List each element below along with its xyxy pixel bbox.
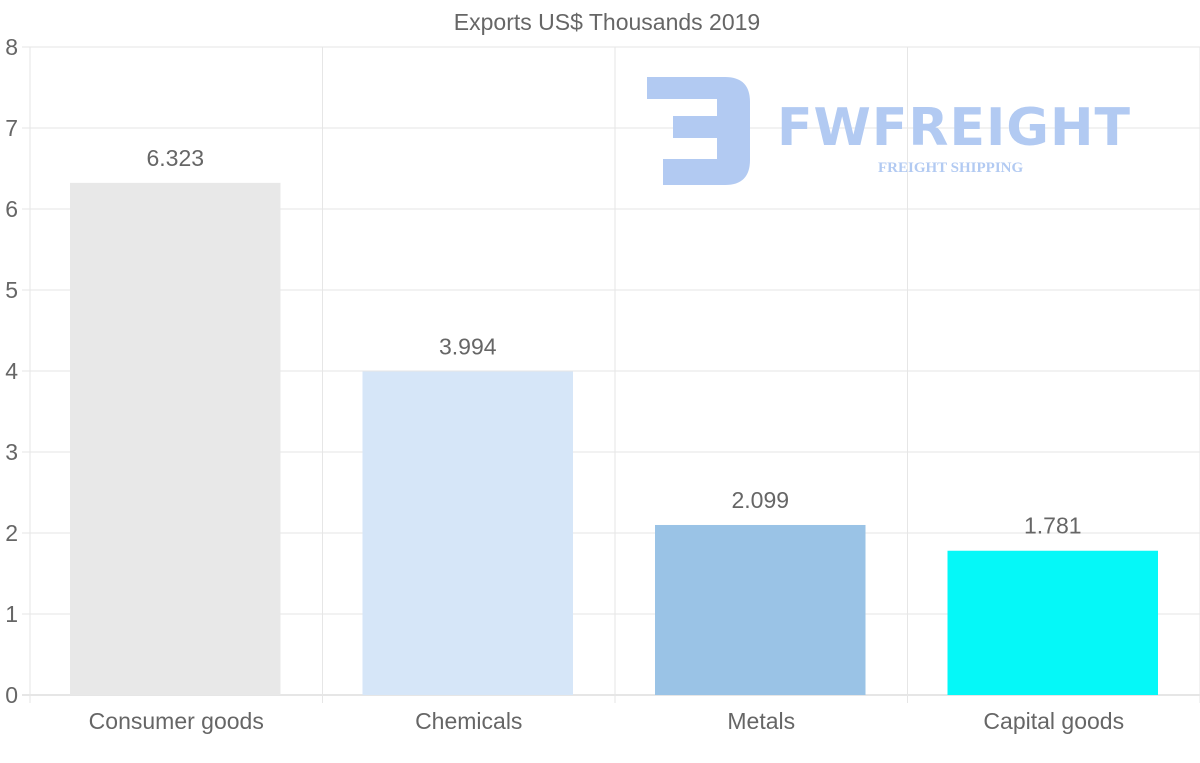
data-label: 3.994	[439, 333, 497, 359]
data-label: 6.323	[146, 145, 204, 171]
y-tick-label: 0	[5, 682, 18, 708]
y-tick-label: 1	[5, 601, 18, 627]
y-tick-label: 2	[5, 520, 18, 546]
y-tick-label: 6	[5, 196, 18, 222]
y-tick-label: 8	[5, 34, 18, 60]
y-tick-label: 3	[5, 439, 18, 465]
y-tick-label: 5	[5, 277, 18, 303]
logo-mark-icon	[647, 77, 750, 185]
x-tick-label: Chemicals	[415, 708, 522, 734]
x-tick-label: Capital goods	[983, 708, 1124, 734]
bar-consumer-goods	[70, 182, 281, 695]
y-tick-label: 7	[5, 115, 18, 141]
data-label: 2.099	[731, 487, 789, 513]
logo-wordmark: FWFREIGHT	[777, 98, 1131, 158]
bar-chemicals	[362, 371, 573, 695]
bar-capital-goods	[947, 550, 1158, 695]
x-tick-label: Consumer goods	[89, 708, 264, 734]
fwfreight-watermark-logo: FWFREIGHT FREIGHT SHIPPING	[645, 72, 1155, 187]
data-label: 1.781	[1024, 513, 1082, 539]
y-tick-label: 4	[5, 358, 18, 384]
chart-title: Exports US$ Thousands 2019	[454, 9, 760, 35]
logo-tagline: FREIGHT SHIPPING	[878, 160, 1024, 176]
x-tick-label: Metals	[727, 708, 795, 734]
bar-metals	[655, 524, 866, 695]
